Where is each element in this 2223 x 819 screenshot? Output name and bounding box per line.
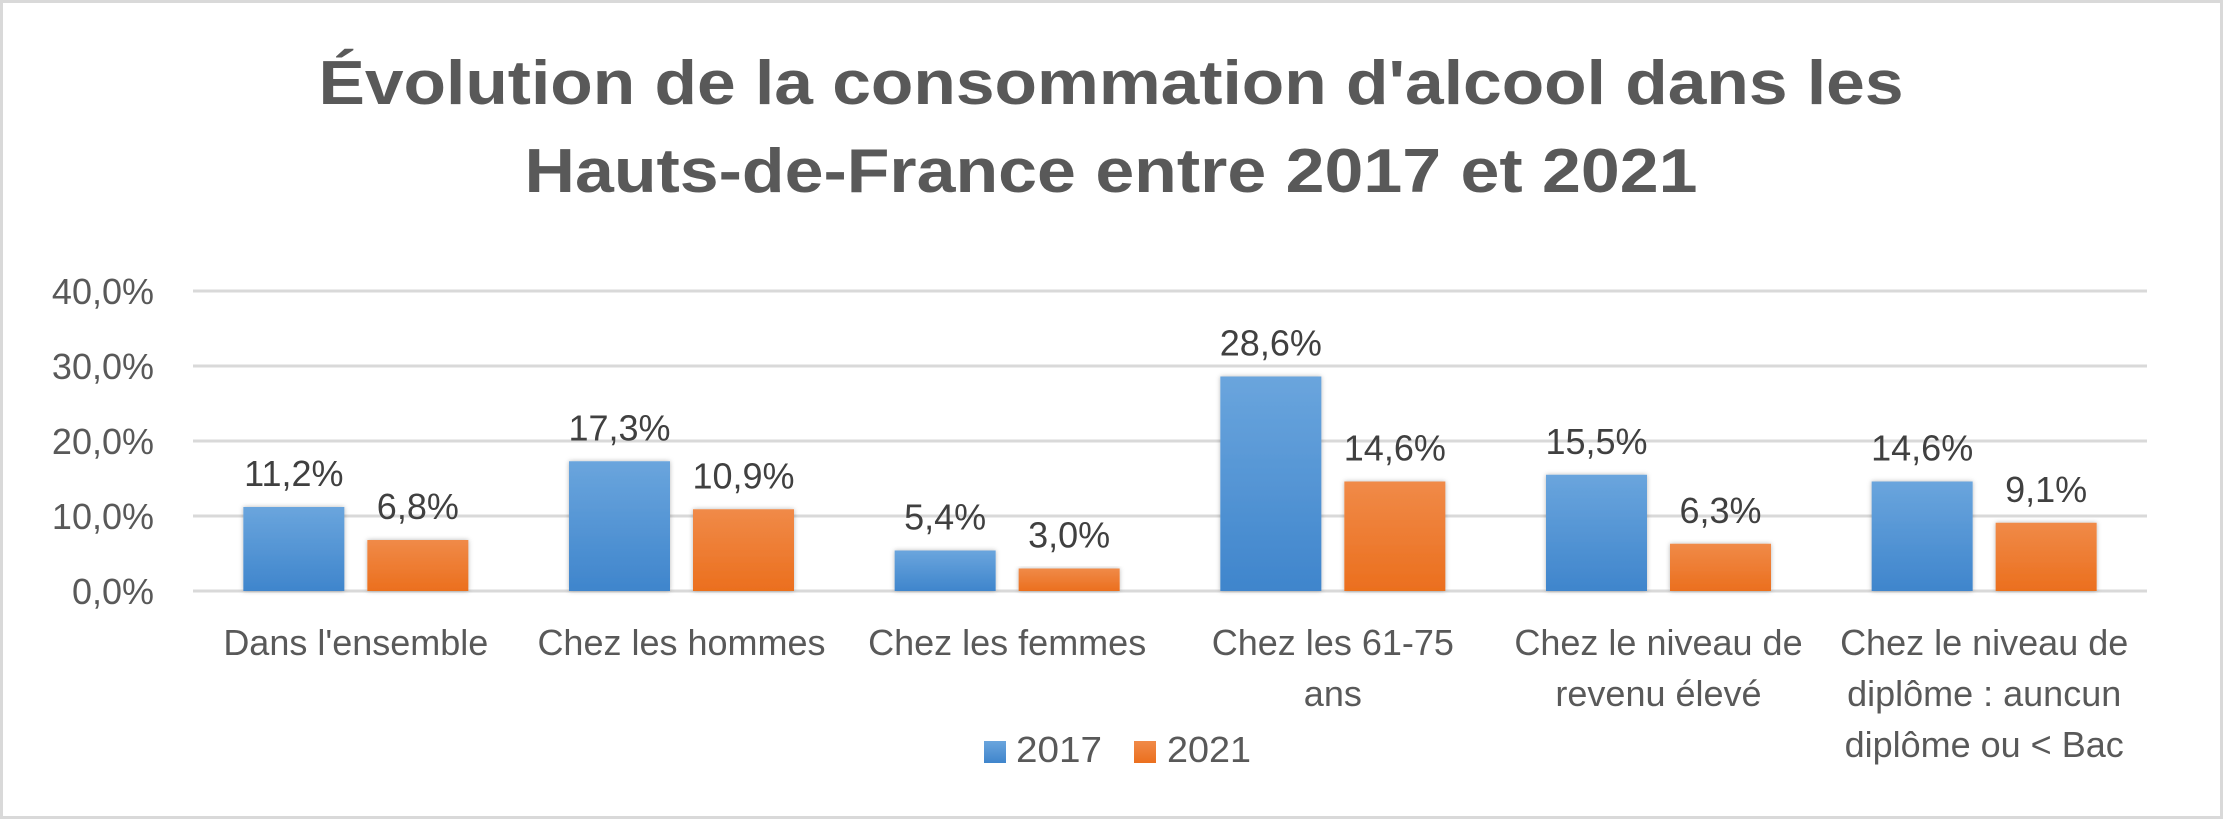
legend-item-2021[interactable]: 2021: [1134, 729, 1251, 770]
bar-2017-1[interactable]: [569, 461, 670, 591]
x-axis-category-label: Chez les femmes: [868, 622, 1146, 663]
y-axis-tick-labels: 0,0% 10,0% 20,0% 30,0% 40,0%: [52, 271, 154, 612]
data-label-2021-0: 6,8%: [377, 486, 459, 527]
y-tick-label: 20,0%: [52, 421, 154, 462]
data-label-2017-5: 14,6%: [1871, 428, 1973, 469]
x-axis-category-label: revenu élevé: [1555, 673, 1761, 714]
y-tick-label: 40,0%: [52, 271, 154, 312]
data-label-2021-5: 9,1%: [2005, 469, 2087, 510]
bar-2021-3[interactable]: [1344, 481, 1446, 592]
bar-2017-2[interactable]: [894, 550, 996, 592]
data-label-2021-1: 10,9%: [692, 455, 794, 496]
bars: [243, 376, 2097, 592]
data-label-2017-0: 11,2%: [244, 453, 343, 494]
y-tick-label: 10,0%: [52, 496, 154, 537]
bar-2017-5[interactable]: [1871, 481, 1973, 592]
x-axis-category-label: diplôme : auncun: [1847, 673, 2121, 714]
gridlines: [193, 289, 2147, 593]
data-label-2017-3: 28,6%: [1220, 323, 1322, 364]
y-tick-label: 30,0%: [52, 346, 154, 387]
bar-2017-4[interactable]: [1546, 474, 1647, 591]
legend: 2017 2021: [984, 729, 1251, 770]
data-label-2021-2: 3,0%: [1028, 515, 1110, 556]
data-label-2021-4: 6,3%: [1679, 490, 1761, 531]
x-axis-category-labels: Dans l'ensemble Chez les hommes Chez les f…: [223, 622, 2128, 765]
data-label-2021-3: 14,6%: [1344, 428, 1446, 469]
data-label-2017-2: 5,4%: [904, 497, 986, 538]
x-axis-category-label: ans: [1304, 673, 1362, 714]
x-axis-category-label: Chez les 61-75: [1212, 622, 1454, 663]
chart-title-line-2: Hauts-de-France entre 2017 et 2021: [525, 137, 1698, 206]
data-label-2017-1: 17,3%: [568, 407, 670, 448]
x-axis-category-label: Chez le niveau de: [1840, 622, 2128, 663]
legend-label-2021: 2021: [1167, 729, 1251, 770]
chart-title-line-1: Évolution de la consommation d'alcool da…: [319, 49, 1904, 118]
legend-swatch-2021: [1134, 741, 1156, 763]
legend-swatch-2017: [984, 741, 1006, 763]
y-tick-label: 0,0%: [72, 571, 154, 612]
bar-2021-1[interactable]: [693, 509, 794, 591]
x-axis-category-label: Dans l'ensemble: [223, 622, 488, 663]
x-axis-category-label: Chez le niveau de: [1514, 622, 1802, 663]
x-axis-category-label: diplôme ou < Bac: [1845, 724, 2124, 765]
bar-2017-3[interactable]: [1220, 376, 1322, 592]
x-axis-category-label: Chez les hommes: [537, 622, 825, 663]
bar-2021-5[interactable]: [1995, 522, 2097, 591]
bar-2021-0[interactable]: [367, 540, 469, 591]
bar-2017-0[interactable]: [243, 507, 345, 591]
bar-2021-4[interactable]: [1670, 543, 1771, 591]
data-labels: 11,2% 6,8% 17,3% 10,9% 5,4% 3,0% 28,6% 14,6% 15,…: [244, 323, 2087, 556]
legend-item-2017[interactable]: 2017: [984, 729, 1102, 770]
bar-2021-2[interactable]: [1018, 568, 1120, 592]
chart-title: Évolution de la consommation d'alcool da…: [319, 49, 1904, 206]
data-label-2017-4: 15,5%: [1545, 421, 1647, 462]
legend-label-2017: 2017: [1016, 729, 1102, 770]
